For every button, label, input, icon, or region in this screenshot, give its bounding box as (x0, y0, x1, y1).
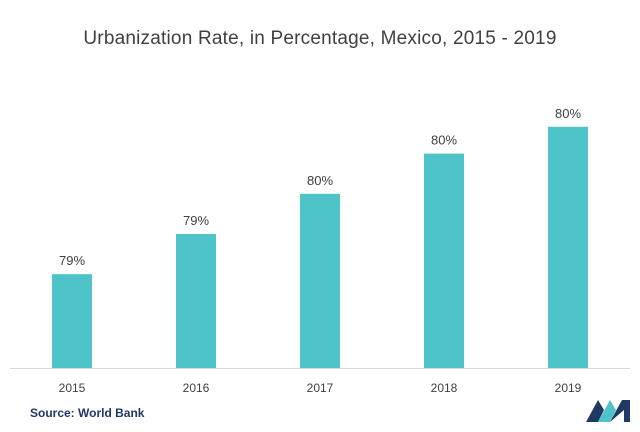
data-label-2019: 80% (555, 106, 581, 121)
bar-2015 (52, 274, 92, 368)
data-label-2017: 80% (307, 173, 333, 188)
x-axis-tick-labels: 2015 2016 2017 2018 2019 (59, 381, 582, 395)
bar-2017 (300, 193, 340, 368)
x-tick-label-2017: 2017 (307, 381, 334, 395)
bar-series (52, 126, 588, 368)
bar-2019 (548, 126, 588, 368)
source-note: Source: World Bank (30, 406, 145, 420)
data-labels: 79% 79% 80% 80% 80% (59, 106, 581, 268)
data-label-2018: 80% (431, 133, 457, 148)
x-tick-label-2019: 2019 (555, 381, 582, 395)
bar-2018 (424, 153, 464, 368)
company-logo-icon (586, 400, 630, 422)
x-tick-label-2016: 2016 (183, 381, 210, 395)
data-label-2015: 79% (59, 253, 85, 268)
chart-title: Urbanization Rate, in Percentage, Mexico… (83, 28, 557, 49)
data-label-2016: 79% (183, 213, 209, 228)
x-tick-label-2015: 2015 (59, 381, 86, 395)
bar-2016 (176, 234, 216, 368)
x-tick-label-2018: 2018 (431, 381, 458, 395)
